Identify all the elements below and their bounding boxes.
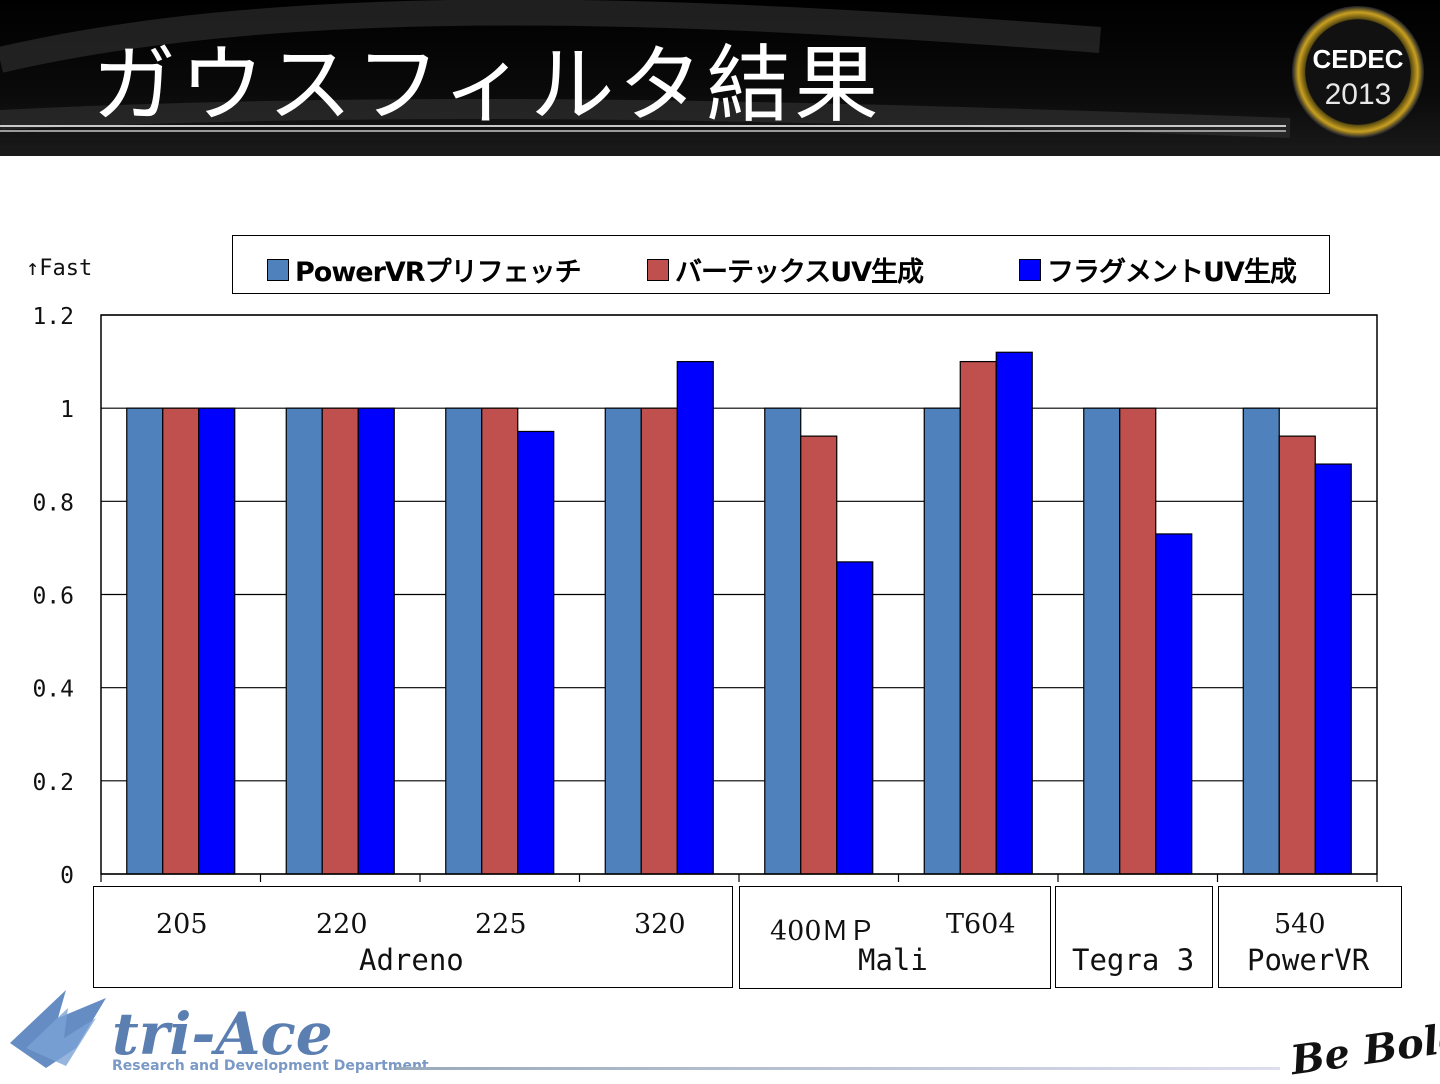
- legend-item-vertex-uv: バーテックスUV生成: [647, 250, 924, 289]
- bar: [1119, 407, 1157, 875]
- legend-item-fragment-uv: フラグメントUV生成: [1019, 250, 1297, 289]
- fast-label: Fast: [39, 256, 93, 281]
- header-swoosh-decoration: [0, 0, 1291, 138]
- y-tick-label: 0.6: [32, 584, 74, 610]
- category-group-tegra: Tegra 3: [1055, 886, 1213, 988]
- up-arrow-icon: ↑: [26, 256, 40, 281]
- bar: [162, 407, 200, 875]
- category-group-adreno: 205 220 225 320 Adreno: [93, 886, 733, 988]
- bar: [676, 360, 714, 875]
- y-tick-label: 0.2: [32, 770, 74, 796]
- bar: [640, 407, 678, 875]
- bar: [1242, 407, 1280, 875]
- legend-item-prefetch: PowerVRプリフェッチ: [267, 250, 582, 289]
- legend-label: フラグメントUV生成: [1047, 257, 1297, 288]
- bar: [604, 407, 642, 875]
- logo-text: CEDEC: [1312, 44, 1404, 74]
- bar: [198, 407, 236, 875]
- bar: [445, 407, 483, 875]
- bar: [764, 407, 802, 875]
- footer-divider: [396, 1067, 1280, 1070]
- legend-label: PowerVRプリフェッチ: [295, 257, 582, 288]
- category-label: 225: [475, 909, 527, 940]
- bar: [126, 407, 164, 875]
- legend-swatch: [1019, 258, 1041, 281]
- bar: [357, 407, 395, 875]
- page-title: ガウスフィルタ結果: [92, 36, 883, 134]
- bar: [1278, 435, 1316, 875]
- slide-header: ガウスフィルタ結果 CEDEC 2013: [0, 0, 1440, 156]
- bar: [995, 351, 1033, 875]
- y-tick-label: 0.4: [32, 677, 74, 703]
- y-tick-label: 0: [60, 863, 74, 889]
- chart-legend: PowerVRプリフェッチ バーテックスUV生成 フラグメントUV生成: [232, 235, 1330, 294]
- bar: [285, 407, 323, 875]
- category-group-mali: 400ＭＰ T604 Mali: [739, 886, 1051, 989]
- bar: [1155, 533, 1193, 875]
- y-tick-label: 1: [60, 397, 74, 423]
- bar: [800, 435, 838, 875]
- bar: [959, 360, 997, 875]
- group-label: Tegra 3: [1072, 943, 1195, 977]
- bar: [321, 407, 359, 875]
- bar: [1083, 407, 1121, 875]
- group-label: PowerVR: [1247, 943, 1370, 977]
- category-group-powervr: 540 PowerVR: [1218, 886, 1402, 988]
- fast-indicator: ↑Fast: [26, 256, 92, 281]
- category-label: T604: [946, 909, 1016, 940]
- legend-label: バーテックスUV生成: [675, 257, 924, 288]
- category-label: 220: [316, 909, 368, 940]
- category-label: 400ＭＰ: [770, 916, 876, 947]
- footer-slogan: Be Bold!: [1287, 1010, 1440, 1084]
- bar: [517, 430, 555, 875]
- legend-swatch: [267, 258, 289, 281]
- footer-department: Research and Development Department: [112, 1058, 429, 1074]
- footer-brand: tri-Ace: [112, 1000, 333, 1068]
- group-label: Adreno: [359, 943, 464, 977]
- bar: [923, 407, 961, 875]
- category-label: 320: [634, 909, 686, 940]
- logo-year: 2013: [1324, 78, 1392, 111]
- tri-ace-logo-icon: [10, 990, 106, 1068]
- category-label: 205: [156, 909, 208, 940]
- bar: [836, 561, 874, 875]
- legend-swatch: [647, 258, 669, 281]
- cedec-logo: CEDEC 2013: [1292, 6, 1424, 138]
- y-tick-label: 0.8: [32, 490, 74, 516]
- y-tick-label: 1.2: [32, 304, 74, 330]
- bar: [481, 407, 519, 875]
- group-label: Mali: [858, 943, 928, 977]
- category-label: 540: [1274, 909, 1326, 940]
- bar: [1314, 463, 1352, 875]
- bar-chart: 0 0.2 0.4 0.6 0.8 1 1.2: [32, 304, 1378, 889]
